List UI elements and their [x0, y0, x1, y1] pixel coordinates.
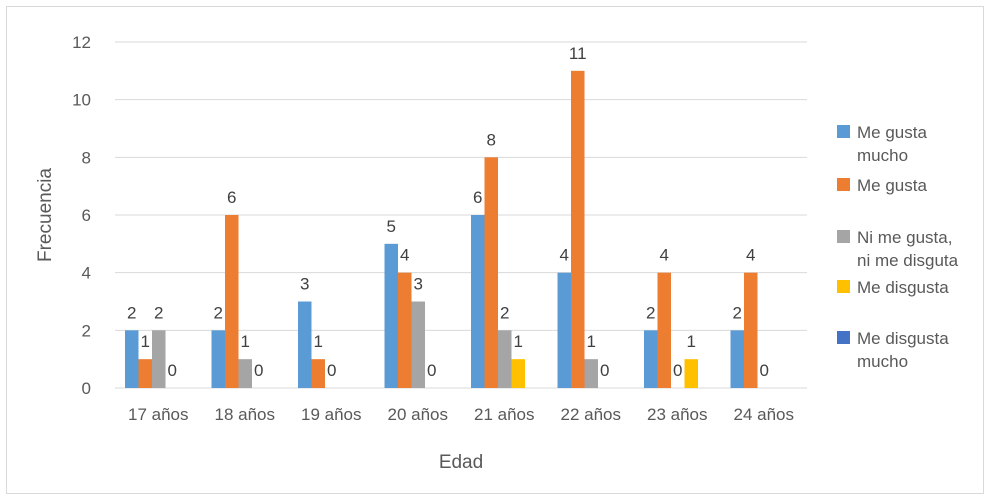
data-label: 3	[414, 275, 423, 294]
y-tick-label: 4	[82, 264, 91, 283]
y-tick-label: 2	[82, 321, 91, 340]
x-axis-title: Edad	[439, 452, 483, 473]
bar-me-gusta	[138, 359, 152, 388]
bar-me-gusta-mucho	[471, 215, 485, 388]
data-label: 4	[560, 246, 569, 265]
data-label: 0	[254, 361, 263, 380]
data-label: 0	[600, 361, 609, 380]
legend-swatch	[837, 178, 850, 191]
data-label: 1	[687, 332, 696, 351]
data-label: 4	[400, 246, 409, 265]
data-label: 1	[514, 332, 523, 351]
data-label: 4	[746, 246, 755, 265]
bar-me-gusta-mucho	[384, 243, 398, 388]
bar-me-gusta	[744, 272, 758, 388]
bar-me-gusta	[657, 272, 671, 388]
data-label: 1	[587, 332, 596, 351]
x-tick-label: 17 años	[128, 405, 189, 424]
x-tick-label: 24 años	[734, 405, 795, 424]
legend-label: Me gusta	[857, 123, 927, 142]
y-tick-label: 0	[82, 379, 91, 398]
data-label: 6	[227, 188, 236, 207]
bar-me-gusta-mucho	[125, 330, 139, 388]
bar-ni-me-gusta-ni-me-disguta	[238, 359, 252, 388]
data-label: 2	[154, 303, 163, 322]
data-label: 3	[300, 275, 309, 294]
legend-swatch	[837, 125, 850, 138]
data-label: 0	[673, 361, 682, 380]
bar-me-gusta-mucho	[298, 301, 312, 388]
bar-me-gusta	[571, 70, 585, 388]
bar-ni-me-gusta-ni-me-disguta	[498, 330, 512, 388]
data-label: 2	[214, 303, 223, 322]
bar-me-gusta	[225, 215, 239, 388]
legend-swatch	[837, 230, 850, 243]
bar-me-disgusta	[511, 359, 525, 388]
bar-me-gusta-mucho	[557, 272, 571, 388]
legend-label: mucho	[857, 146, 908, 165]
bar-ni-me-gusta-ni-me-disguta	[584, 359, 598, 388]
legend-label: Me gusta	[857, 176, 927, 195]
data-label: 1	[314, 332, 323, 351]
data-label: 8	[487, 130, 496, 149]
data-label: 5	[387, 217, 396, 236]
data-label: 1	[141, 332, 150, 351]
data-label: 11	[569, 44, 587, 63]
legend-label: Me disgusta	[857, 329, 949, 348]
legend-label: ni me disguta	[857, 251, 959, 270]
bar-ni-me-gusta-ni-me-disguta	[411, 301, 425, 388]
x-tick-label: 19 años	[301, 405, 362, 424]
bar-me-gusta	[398, 272, 412, 388]
data-label: 0	[427, 361, 436, 380]
legend-swatch	[837, 331, 850, 344]
legend-label: Me disgusta	[857, 278, 949, 297]
data-label: 0	[168, 361, 177, 380]
data-label: 2	[500, 303, 509, 322]
y-tick-label: 12	[72, 33, 91, 52]
y-axis-title: Frecuencia	[35, 168, 56, 262]
x-tick-label: 23 años	[647, 405, 708, 424]
bar-me-gusta	[311, 359, 325, 388]
x-tick-label: 22 años	[561, 405, 622, 424]
data-label: 0	[327, 361, 336, 380]
x-tick-label: 21 años	[474, 405, 535, 424]
x-tick-label: 18 años	[215, 405, 276, 424]
legend-label: Ni me gusta,	[857, 228, 952, 247]
x-tick-label: 20 años	[388, 405, 449, 424]
y-tick-label: 10	[72, 91, 91, 110]
bar-me-disgusta	[684, 359, 698, 388]
legend-label: mucho	[857, 352, 908, 371]
data-label: 2	[733, 303, 742, 322]
legend-swatch	[837, 280, 850, 293]
bar-me-gusta-mucho	[211, 330, 225, 388]
bar-me-gusta-mucho	[730, 330, 744, 388]
y-tick-label: 8	[82, 148, 91, 167]
bar-me-gusta-mucho	[644, 330, 658, 388]
bar-ni-me-gusta-ni-me-disguta	[152, 330, 166, 388]
data-label: 2	[127, 303, 136, 322]
data-label: 0	[760, 361, 769, 380]
data-label: 2	[646, 303, 655, 322]
y-tick-label: 6	[82, 206, 91, 225]
bar-me-gusta	[484, 157, 498, 388]
data-label: 6	[473, 188, 482, 207]
data-label: 1	[241, 332, 250, 351]
data-label: 4	[660, 246, 669, 265]
